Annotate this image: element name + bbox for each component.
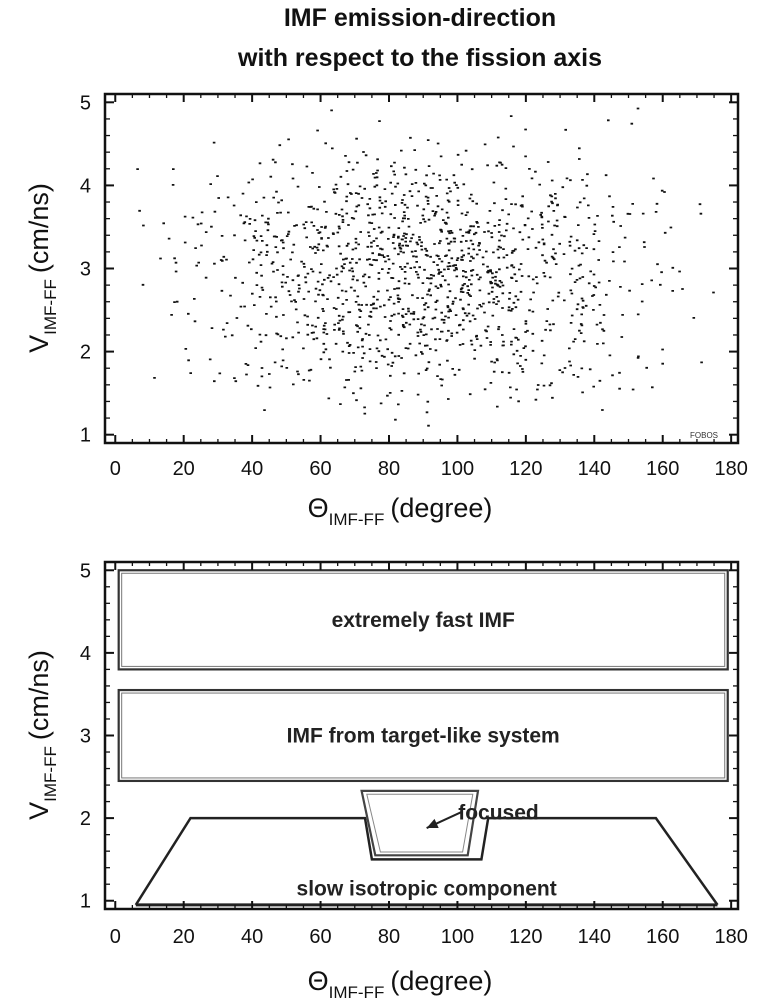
- diagram-panel: extremely fast IMF IMF from target-like s…: [24, 560, 748, 1002]
- x-tick-label: 80: [378, 926, 400, 948]
- scatter-axis-ticks: 0 20 40 60 80 100 120 140 160 180 1 2 3 4 5: [80, 92, 748, 480]
- region-label: focused: [458, 801, 539, 824]
- x-tick-label: 140: [578, 458, 611, 480]
- y-tick-label: 2: [80, 808, 91, 830]
- x-tick-label: 100: [441, 458, 474, 480]
- x-tick-label: 120: [509, 926, 542, 948]
- x-tick-label: 60: [309, 926, 331, 948]
- diagram-axis-ticks: 0 20 40 60 80 100 120 140 160 180 1 2 3 4 5: [80, 560, 748, 948]
- x-label-unit: (degree): [390, 493, 492, 523]
- slow-isotropic-outline: [134, 816, 719, 906]
- diagram-regions: extremely fast IMF IMF from target-like s…: [117, 569, 729, 907]
- chart-title-line1: IMF emission-direction: [284, 4, 556, 32]
- region-box: [117, 569, 729, 671]
- focused-arrow-head: [426, 818, 439, 829]
- chart-title-line2: with respect to the fission axis: [237, 44, 602, 72]
- x-tick-label: 140: [578, 926, 611, 948]
- focused-region-inner: [366, 793, 474, 853]
- focused-region: [360, 789, 480, 857]
- diagram-x-axis-label: ΘIMF-FF (degree): [308, 966, 493, 1002]
- y-label-unit: (cm/ns): [24, 183, 54, 273]
- region-box: [117, 688, 729, 783]
- scatter-y-axis-label: VIMF-FF (cm/ns): [24, 183, 60, 353]
- x-tick-label: 20: [173, 926, 195, 948]
- x-tick-label: 100: [441, 926, 474, 948]
- x-tick-label: 180: [714, 458, 747, 480]
- y-label-subscript: IMF-FF: [41, 746, 60, 802]
- region-box-inner: [121, 572, 726, 667]
- region-label: slow isotropic component: [297, 877, 557, 900]
- x-tick-label: 180: [714, 926, 747, 948]
- x-label-subscript: IMF-FF: [329, 510, 385, 529]
- y-tick-label: 5: [80, 92, 91, 114]
- y-label-symbol: V: [24, 802, 54, 820]
- x-tick-label: 0: [110, 458, 121, 480]
- x-tick-label: 40: [241, 926, 263, 948]
- y-tick-label: 5: [80, 560, 91, 582]
- watermark-label: FOBOS: [690, 431, 718, 440]
- x-tick-label: 40: [241, 458, 263, 480]
- x-tick-label: 60: [309, 458, 331, 480]
- x-tick-label: 160: [646, 926, 679, 948]
- diagram-y-axis-label: VIMF-FF (cm/ns): [24, 650, 60, 820]
- scatter-plot-frame: [103, 92, 740, 445]
- y-tick-label: 4: [80, 175, 91, 197]
- region-label: extremely fast IMF: [332, 609, 515, 632]
- y-label-subscript: IMF-FF: [41, 279, 60, 335]
- scatter-points: [136, 107, 715, 427]
- x-label-symbol: Θ: [308, 966, 329, 996]
- x-tick-label: 120: [509, 458, 542, 480]
- y-tick-label: 2: [80, 342, 91, 364]
- region-label: IMF from target-like system: [287, 725, 560, 748]
- region-box-inner: [121, 692, 726, 779]
- x-tick-label: 20: [173, 458, 195, 480]
- x-tick-label: 160: [646, 458, 679, 480]
- y-tick-label: 1: [80, 891, 91, 913]
- x-label-unit: (degree): [390, 966, 492, 996]
- x-tick-label: 80: [378, 458, 400, 480]
- y-tick-label: 3: [80, 726, 91, 748]
- y-label-unit: (cm/ns): [24, 650, 54, 740]
- y-tick-label: 1: [80, 425, 91, 447]
- scatter-points-cloud: [136, 107, 715, 427]
- x-tick-label: 0: [110, 926, 121, 948]
- y-label-symbol: V: [24, 335, 54, 353]
- y-tick-label: 3: [80, 259, 91, 281]
- y-tick-label: 4: [80, 643, 91, 665]
- scatter-x-axis-label: ΘIMF-FF (degree): [308, 493, 493, 529]
- x-label-symbol: Θ: [308, 493, 329, 523]
- x-label-subscript: IMF-FF: [329, 983, 385, 1002]
